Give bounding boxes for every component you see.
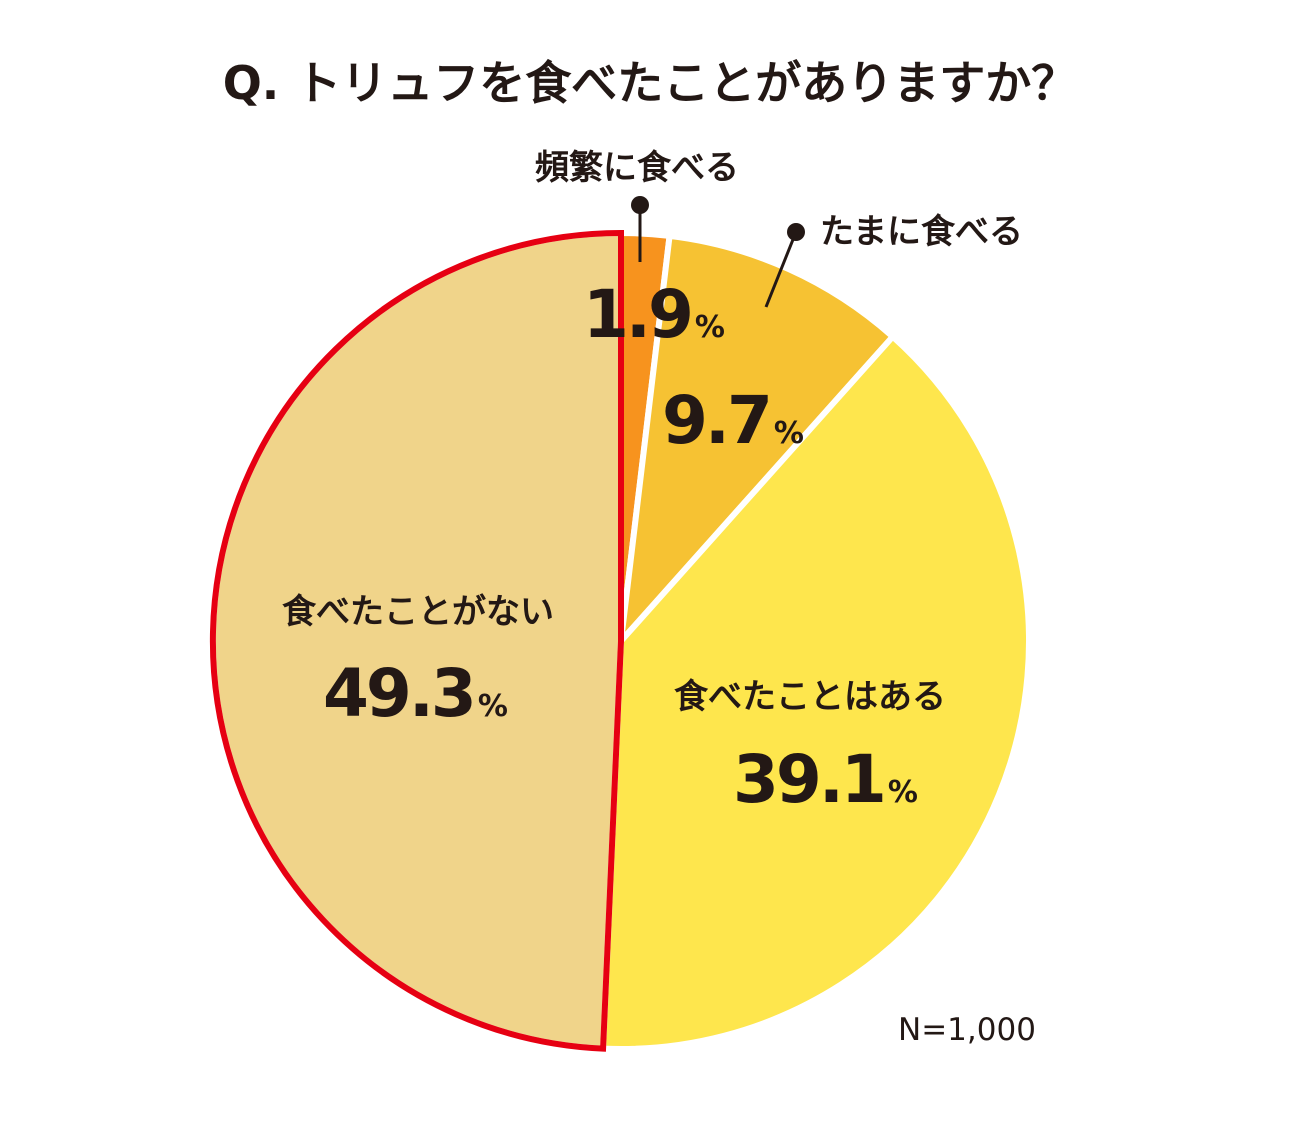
sample-size-note: N=1,000 xyxy=(898,1012,1036,1048)
slice-label-sometimes: たまに食べる xyxy=(820,212,1023,252)
leader-lines xyxy=(631,196,805,308)
pie-slice-have-eaten xyxy=(599,332,1032,1053)
pie-slice-never xyxy=(209,229,624,1052)
slice-value-have-eaten: 39.1% xyxy=(733,741,918,818)
slice-label-never: 食べたことがない xyxy=(282,592,554,632)
slice-value-frequent: 1.9% xyxy=(583,276,725,353)
slice-value-number-have-eaten: 39.1 xyxy=(733,741,884,818)
pie-slices xyxy=(209,229,1032,1053)
percent-sign: % xyxy=(695,310,725,345)
slice-label-have-eaten: 食べたことはある xyxy=(674,677,946,717)
percent-sign: % xyxy=(888,775,918,810)
percent-sign: % xyxy=(774,416,804,451)
slice-value-sometimes: 9.7% xyxy=(662,382,804,459)
slice-value-number-never: 49.3 xyxy=(323,655,474,732)
pie-slice-highlight-outline xyxy=(209,229,624,1052)
slice-value-number-frequent: 1.9 xyxy=(583,276,691,353)
leader-dot-frequent xyxy=(631,196,649,214)
percent-sign: % xyxy=(478,689,508,724)
slice-label-frequent: 頻繁に食べる xyxy=(535,148,739,188)
slice-value-never: 49.3% xyxy=(323,655,508,732)
leader-dot-sometimes xyxy=(787,223,805,241)
leader-line-sometimes xyxy=(764,231,798,308)
slice-value-number-sometimes: 9.7 xyxy=(662,382,770,459)
pie-slice-sometimes xyxy=(616,232,897,651)
chart-title: Q. トリュフを食べたことがありますか？ xyxy=(223,56,1078,110)
